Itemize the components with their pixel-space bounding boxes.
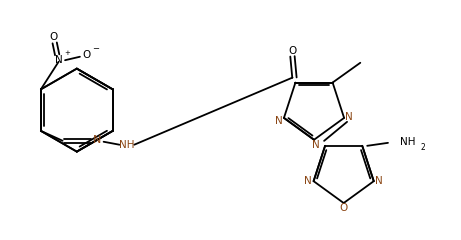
Text: N: N (375, 176, 383, 186)
Text: N: N (304, 176, 312, 186)
Text: O: O (82, 50, 90, 60)
Text: N: N (275, 116, 283, 126)
Text: N: N (312, 140, 320, 150)
Text: 2: 2 (420, 143, 425, 152)
Text: N: N (55, 55, 63, 65)
Text: O: O (50, 32, 58, 42)
Text: +: + (65, 50, 71, 56)
Text: NH: NH (119, 140, 135, 150)
Text: N: N (93, 135, 101, 145)
Text: N: N (345, 112, 353, 122)
Text: O: O (340, 203, 348, 213)
Text: O: O (288, 46, 296, 56)
Text: NH: NH (400, 137, 415, 147)
Text: −: − (92, 44, 99, 53)
